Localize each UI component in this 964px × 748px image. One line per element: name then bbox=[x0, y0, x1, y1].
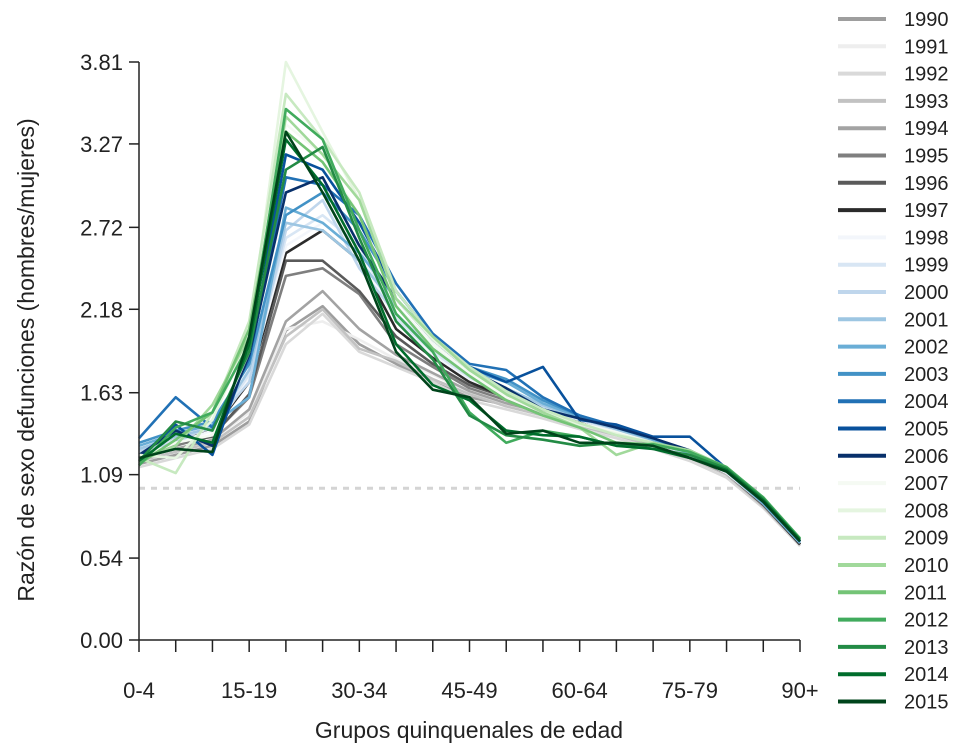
series-line-2014 bbox=[138, 138, 801, 541]
y-axis-label: Razón de sexo defunciones (hombres/mujer… bbox=[13, 118, 39, 601]
y-tick-label: 2.18 bbox=[80, 297, 123, 322]
series-line-2010 bbox=[138, 115, 801, 540]
x-tick-label: 0-4 bbox=[123, 678, 155, 703]
legend-label-2007: 2007 bbox=[904, 473, 949, 495]
legend-label-2009: 2009 bbox=[904, 528, 949, 550]
y-tick-label: 0.00 bbox=[80, 628, 123, 653]
axes: 0.00 0.54 1.09 1.63 2.18 2.72 3.27 3.81 0-4 15-19… bbox=[80, 50, 818, 703]
legend: 1990 1991 1992 1993 1994 1995 1996 1997 1998 1999… bbox=[838, 9, 949, 714]
series-line-2007 bbox=[138, 122, 801, 541]
series-line-2008 bbox=[138, 60, 801, 541]
x-tick-label: 75-79 bbox=[662, 678, 718, 703]
y-tick-label: 1.63 bbox=[80, 381, 123, 406]
legend-label-2013: 2013 bbox=[904, 637, 949, 659]
legend-label-2014: 2014 bbox=[904, 664, 949, 686]
legend-label-2006: 2006 bbox=[904, 446, 949, 468]
series-line-2009 bbox=[138, 92, 801, 541]
legend-label-2010: 2010 bbox=[904, 555, 949, 577]
legend-label-1996: 1996 bbox=[904, 173, 949, 195]
legend-label-1993: 1993 bbox=[904, 91, 949, 113]
legend-label-1990: 1990 bbox=[904, 9, 949, 31]
series-line-2011 bbox=[138, 130, 801, 540]
legend-label-1992: 1992 bbox=[904, 64, 949, 86]
series-line-2013 bbox=[138, 145, 801, 541]
plot-area bbox=[138, 60, 801, 547]
legend-label-1999: 1999 bbox=[904, 255, 949, 277]
x-tick-label: 30-34 bbox=[331, 678, 387, 703]
legend-label-2000: 2000 bbox=[904, 282, 949, 304]
x-axis-label: Grupos quinquenales de edad bbox=[315, 717, 623, 743]
series-line-1994 bbox=[138, 289, 801, 546]
y-tick-label: 0.54 bbox=[80, 546, 123, 571]
legend-label-1995: 1995 bbox=[904, 146, 949, 168]
legend-label-1997: 1997 bbox=[904, 200, 949, 222]
legend-label-2005: 2005 bbox=[904, 419, 949, 441]
y-tick-label: 3.27 bbox=[80, 132, 123, 157]
legend-label-2012: 2012 bbox=[904, 610, 949, 632]
legend-label-1998: 1998 bbox=[904, 227, 949, 249]
series-line-1993 bbox=[138, 307, 801, 546]
legend-label-2015: 2015 bbox=[904, 692, 949, 714]
series-line-2012 bbox=[138, 107, 801, 540]
series-line-2015 bbox=[138, 130, 801, 543]
legend-label-1991: 1991 bbox=[904, 36, 949, 58]
legend-label-2001: 2001 bbox=[904, 309, 949, 331]
y-tick-label: 2.72 bbox=[80, 215, 123, 240]
legend-label-1994: 1994 bbox=[904, 118, 949, 140]
series-line-1996 bbox=[138, 259, 801, 546]
x-tick-label: 90+ bbox=[781, 678, 818, 703]
y-tick-label: 3.81 bbox=[80, 50, 123, 75]
x-tick-label: 45-49 bbox=[441, 678, 497, 703]
legend-label-2004: 2004 bbox=[904, 391, 949, 413]
series-line-1991 bbox=[138, 320, 801, 546]
legend-label-2008: 2008 bbox=[904, 500, 949, 522]
legend-label-2011: 2011 bbox=[904, 582, 947, 604]
x-tick-label: 15-19 bbox=[221, 678, 277, 703]
legend-label-2003: 2003 bbox=[904, 364, 949, 386]
x-tick-label: 60-64 bbox=[552, 678, 608, 703]
legend-label-2002: 2002 bbox=[904, 337, 949, 359]
y-tick-label: 1.09 bbox=[80, 463, 123, 488]
